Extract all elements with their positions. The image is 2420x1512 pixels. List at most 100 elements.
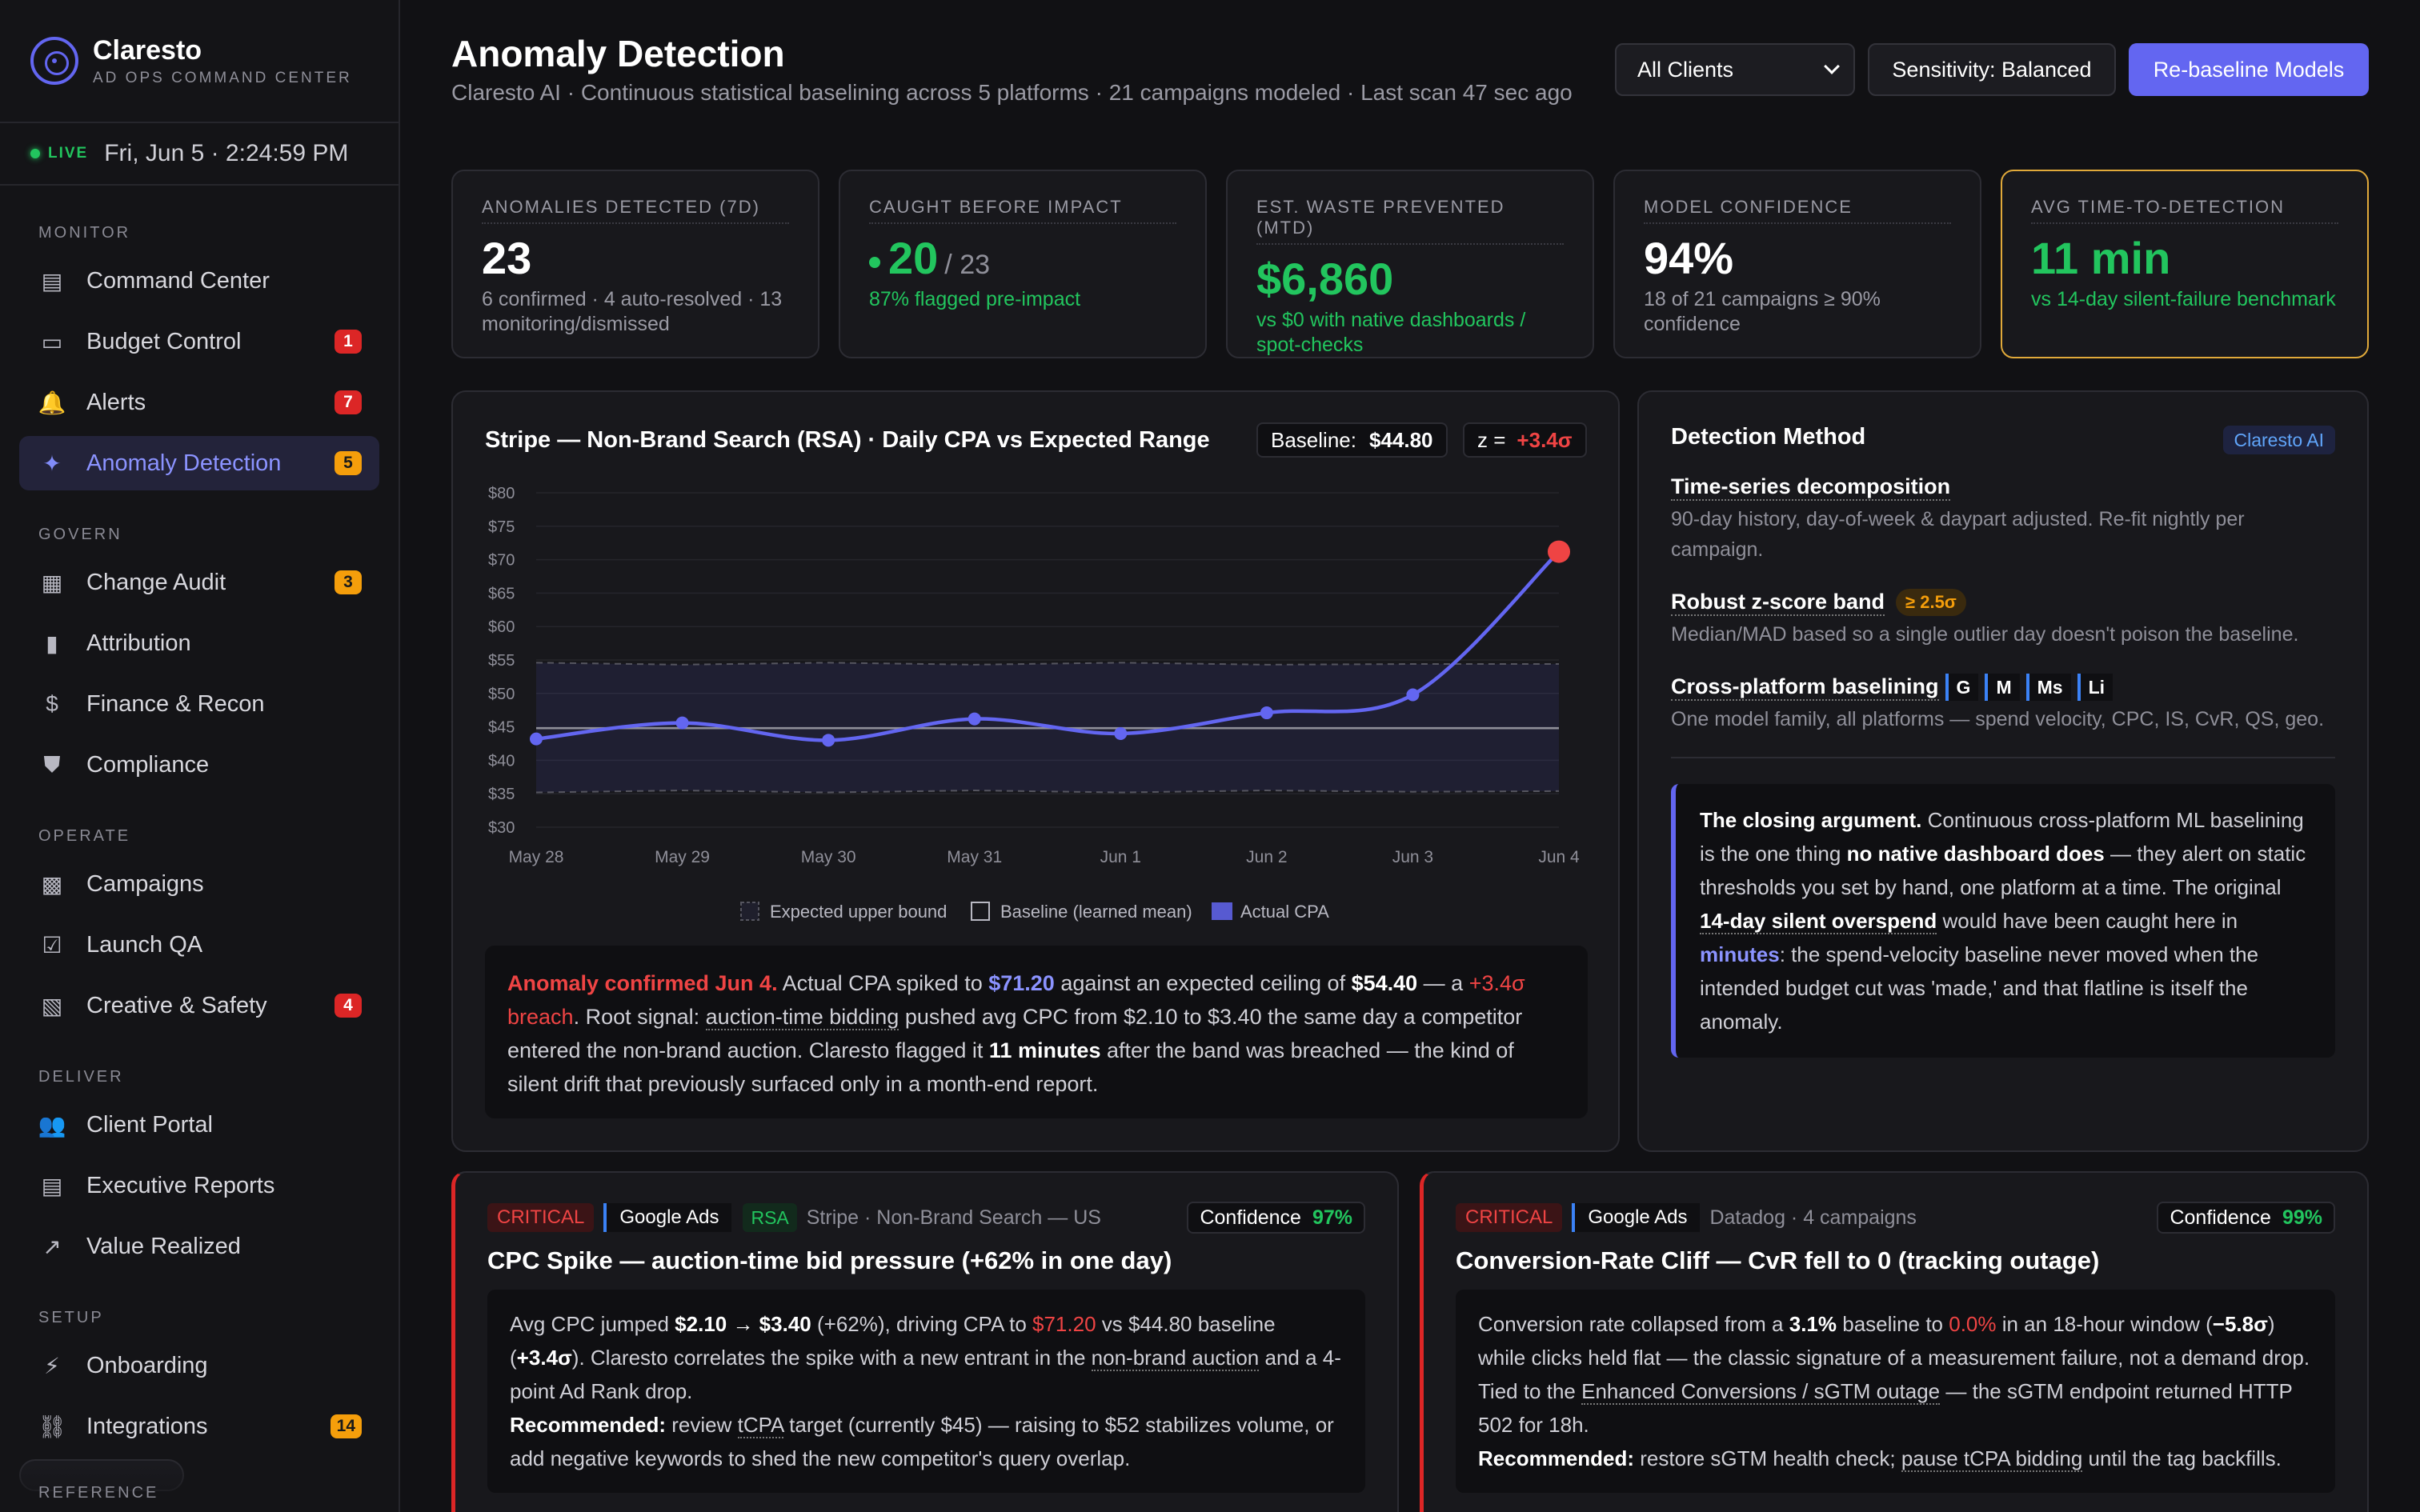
cpa-line-chart[interactable]: $80 $75 $70 $65 $60 $55 $50 $45 $40 $35 $30 May 28 M… bbox=[453, 392, 1621, 1154]
sidebar-item-attribution[interactable]: ▮ Attribution bbox=[19, 616, 379, 670]
detection-time-value: 11 minutes bbox=[988, 1038, 1101, 1062]
non-brand-auction-link[interactable]: non-brand auction bbox=[1091, 1346, 1260, 1371]
tcpa-link[interactable]: tCPA bbox=[737, 1413, 783, 1438]
z-threshold-chip: ≥ 2.5σ bbox=[1896, 589, 1966, 616]
link-icon: ⛓ bbox=[38, 1414, 66, 1439]
closing-emphasis: no native dashboard does bbox=[1846, 842, 2105, 866]
sidebar-item-label: Creative & Safety bbox=[86, 992, 267, 1018]
confidence-label: Confidence bbox=[1200, 1206, 1301, 1229]
body-text: baseline to bbox=[1837, 1312, 1949, 1336]
sidebar-item-label: Value Realized bbox=[86, 1233, 241, 1259]
pause-tcpa-link[interactable]: pause tCPA bidding bbox=[1901, 1446, 2083, 1472]
brand[interactable]: Claresto AD OPS COMMAND CENTER bbox=[0, 0, 399, 123]
y-tick-label: $30 bbox=[488, 819, 515, 837]
summary-text: after the band was breached — the kind o… bbox=[507, 1038, 1514, 1096]
kpi-label: MODEL CONFIDENCE bbox=[1644, 197, 1951, 224]
bell-icon: 🔔 bbox=[38, 390, 66, 415]
sidebar-item-client-portal[interactable]: 👥 Client Portal bbox=[19, 1098, 379, 1152]
body-text: review bbox=[666, 1413, 738, 1437]
kpi-label: AVG TIME-TO-DETECTION bbox=[2031, 197, 2338, 224]
y-tick-label: $35 bbox=[488, 786, 515, 803]
platform-badge: Google Ads bbox=[603, 1203, 732, 1232]
legend-label: Baseline (learned mean) bbox=[1000, 902, 1192, 922]
x-tick-label: Jun 1 bbox=[1100, 848, 1141, 866]
data-point bbox=[1114, 726, 1128, 740]
sidebar-item-campaigns[interactable]: ▩ Campaigns bbox=[19, 857, 379, 911]
body-text: vs $44.80 baseline ( bbox=[510, 1312, 1276, 1370]
closing-argument: The closing argument. Continuous cross-p… bbox=[1671, 784, 2335, 1058]
actual-cpa-value: $71.20 bbox=[988, 971, 1055, 995]
rebaseline-models-button[interactable]: Re-baseline Models bbox=[2129, 43, 2369, 96]
claresto-ai-badge: Claresto AI bbox=[2222, 426, 2335, 454]
sidebar-item-label: Executive Reports bbox=[86, 1172, 275, 1198]
auction-time-bidding-link[interactable]: auction-time bidding bbox=[705, 1005, 899, 1030]
y-tick-label: $70 bbox=[488, 552, 515, 570]
shield-icon: ⛊ bbox=[43, 751, 61, 777]
summary-text: Actual CPA spiked to bbox=[777, 971, 989, 995]
method-desc: Median/MAD based so a single outlier day… bbox=[1671, 623, 2299, 646]
anomaly-card-cvr-cliff[interactable]: CRITICAL Google Ads Datadog · 4 campaign… bbox=[1420, 1171, 2369, 1512]
legend-swatch-baseline bbox=[971, 902, 990, 921]
kpi-value: 11 min bbox=[2031, 233, 2171, 283]
severity-badge: CRITICAL bbox=[487, 1203, 595, 1232]
sidebar-item-alerts[interactable]: 🔔 Alerts 7 bbox=[19, 375, 379, 430]
body-text: (+62%), driving CPA to bbox=[811, 1312, 1032, 1336]
x-tick-label: May 29 bbox=[655, 848, 710, 866]
method-desc: 90-day history, day-of-week & daypart ad… bbox=[1671, 508, 2245, 561]
clipboard-icon: ▦ bbox=[41, 570, 63, 595]
sidebar-item-integrations[interactable]: ⛓ Integrations 14 bbox=[19, 1399, 379, 1454]
cpa-value: $71.20 bbox=[1032, 1312, 1096, 1336]
confidence-badge: Confidence 97% bbox=[1187, 1202, 1365, 1234]
sidebar-item-budget-control[interactable]: ▭ Budget Control 1 bbox=[19, 314, 379, 369]
x-tick-label: May 30 bbox=[801, 848, 856, 866]
kpi-caught-before-impact: CAUGHT BEFORE IMPACT 20 / 23 87% flagged… bbox=[839, 170, 1207, 358]
detection-title: Detection Method bbox=[1671, 424, 1866, 450]
sidebar-item-label: Launch QA bbox=[86, 931, 203, 958]
kpi-value: 23 bbox=[482, 233, 532, 283]
anomaly-title: CPC Spike — auction-time bid pressure (+… bbox=[487, 1246, 1172, 1274]
x-tick-label: Jun 3 bbox=[1392, 848, 1433, 866]
sidebar-item-label: Anomaly Detection bbox=[86, 450, 282, 476]
count-badge: 1 bbox=[335, 330, 362, 354]
sidebar-item-value-realized[interactable]: ↗ Value Realized bbox=[19, 1219, 379, 1274]
y-tick-label: $65 bbox=[488, 585, 515, 602]
sidebar-item-creative-safety[interactable]: ▧ Creative & Safety 4 bbox=[19, 978, 379, 1033]
summary-headline: Anomaly confirmed Jun 4. bbox=[507, 971, 778, 995]
campaign-meta: Stripe · Non-Brand Search — US bbox=[806, 1206, 1101, 1229]
method-title: Robust z-score band ≥ 2.5σ bbox=[1671, 589, 2335, 616]
data-point bbox=[822, 734, 835, 747]
sidebar-item-label: Attribution bbox=[86, 630, 191, 656]
y-tick-label: $40 bbox=[488, 752, 515, 770]
sidebar-item-launch-qa[interactable]: ☑ Launch QA bbox=[19, 918, 379, 972]
body-text: Avg CPC jumped bbox=[510, 1312, 675, 1336]
count-badge: 7 bbox=[335, 390, 362, 414]
summary-text: — a bbox=[1417, 971, 1469, 995]
sidebar-item-command-center[interactable]: ▤ Command Center bbox=[19, 254, 379, 308]
silent-overspend-link[interactable]: 14-day silent overspend bbox=[1700, 909, 1937, 934]
anomaly-card-cpc-spike[interactable]: CRITICAL Google Ads RSA Stripe · Non-Bra… bbox=[451, 1171, 1399, 1512]
body-text: ) while clicks held flat — the classic s… bbox=[1478, 1312, 2310, 1403]
sidebar-nav: MONITOR ▤ Command Center ▭ Budget Control 1 🔔 A… bbox=[0, 224, 399, 1454]
sidebar-item-onboarding[interactable]: ⚡ Onboarding bbox=[19, 1338, 379, 1393]
kpi-label: ANOMALIES DETECTED (7D) bbox=[482, 197, 789, 224]
method-title: Cross-platform baselining G M Ms Li bbox=[1671, 674, 2335, 701]
sidebar-item-finance-recon[interactable]: $ Finance & Recon bbox=[19, 677, 379, 731]
sidebar-item-label: Budget Control bbox=[86, 328, 242, 354]
platform-badge: Google Ads bbox=[1572, 1203, 1701, 1232]
client-select[interactable]: All Clients bbox=[1615, 43, 1855, 96]
closing-headline: The closing argument. bbox=[1700, 808, 1922, 832]
body-text: target (currently $45) — raising to $52 … bbox=[510, 1413, 1334, 1470]
sidebar-item-label: Finance & Recon bbox=[86, 690, 265, 717]
sidebar-item-change-audit[interactable]: ▦ Change Audit 3 bbox=[19, 555, 379, 610]
sidebar-item-compliance[interactable]: ⛊ Compliance bbox=[19, 738, 379, 792]
z-value: +3.4σ bbox=[1517, 427, 1573, 452]
sidebar-item-anomaly-detection[interactable]: ✦ Anomaly Detection 5 bbox=[19, 436, 379, 490]
sidebar-item-executive-reports[interactable]: ▤ Executive Reports bbox=[19, 1158, 379, 1213]
kpi-value-row: 20 / 23 bbox=[869, 232, 1176, 284]
dollar-icon: $ bbox=[46, 691, 58, 716]
sgtm-outage-link[interactable]: Enhanced Conversions / sGTM outage bbox=[1581, 1379, 1941, 1405]
sidebar-item-label: Campaigns bbox=[86, 870, 204, 897]
z-value: +3.4σ bbox=[516, 1346, 572, 1370]
sensitivity-button[interactable]: Sensitivity: Balanced bbox=[1868, 43, 2116, 96]
lower-bound-line bbox=[535, 790, 1560, 794]
